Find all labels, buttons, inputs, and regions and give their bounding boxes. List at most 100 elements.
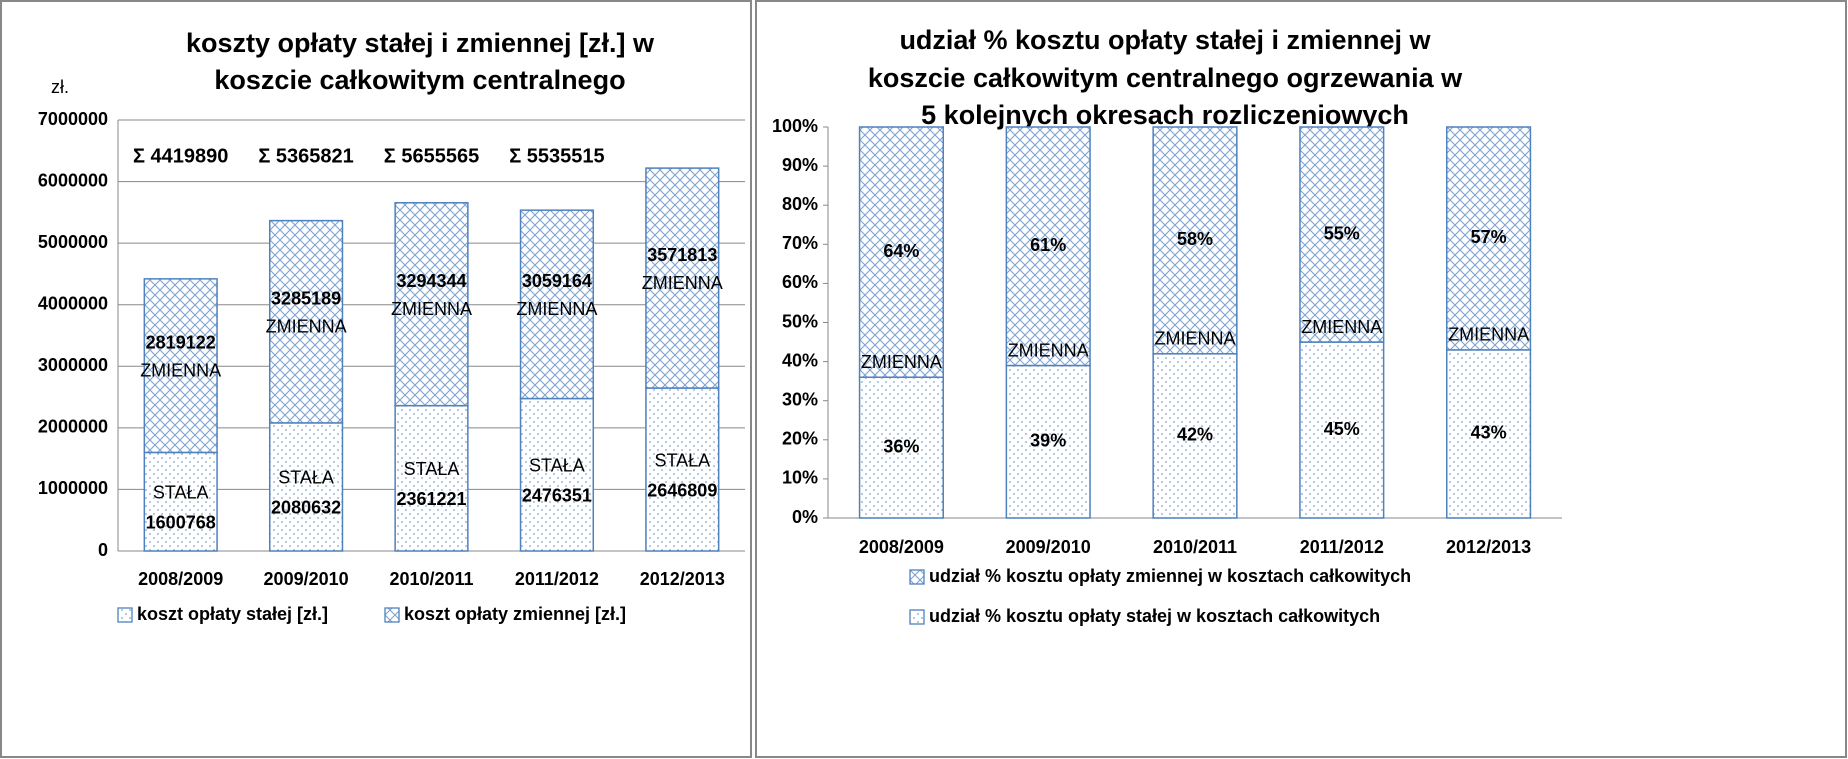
x-tick-label: 2010/2011 [389, 569, 473, 589]
chart-title: koszty opłaty stałej i zmiennej [zł.] w [186, 28, 655, 58]
segment-label: ZMIENNA [1301, 317, 1382, 337]
bar-segment [1005, 364, 1091, 519]
data-label: 57% [1471, 227, 1507, 247]
data-label: 2476351 [522, 486, 592, 506]
data-label: 3285189 [271, 289, 341, 309]
chart-title: koszcie całkowitym centralnego ogrzewani… [868, 63, 1463, 93]
data-label: 3571813 [647, 245, 717, 265]
legend-swatch [117, 607, 133, 623]
bar-segment [143, 451, 218, 552]
y-tick-label: 2000000 [38, 417, 108, 437]
bar-segment [1005, 126, 1091, 367]
bar-segment [645, 387, 720, 552]
segment-label: STAŁA [278, 468, 334, 488]
segment-label: ZMIENNA [1155, 329, 1236, 349]
x-tick-label: 2012/2013 [1446, 537, 1531, 557]
data-label: 61% [1030, 235, 1066, 255]
bar-segment [858, 376, 944, 519]
data-label: 42% [1177, 425, 1213, 445]
data-label: 64% [883, 241, 919, 261]
y-tick-label: 30% [782, 389, 818, 409]
y-tick-label: 100% [772, 116, 818, 136]
chart-title: 5 kolejnych okresach rozliczeniowych [921, 100, 1409, 130]
x-tick-label: 2009/2010 [264, 569, 349, 589]
x-tick-label: 2010/2011 [1153, 537, 1237, 557]
sum-annotation: Σ 5535515 [509, 145, 604, 167]
segment-label: ZMIENNA [391, 299, 472, 319]
data-label: 58% [1177, 229, 1213, 249]
legend-label: koszt opłaty stałej [zł.] [137, 604, 328, 624]
legend-swatch [909, 569, 925, 585]
y-tick-label: 10% [782, 468, 818, 488]
y-tick-label: 20% [782, 429, 818, 449]
bar-segment [1299, 126, 1385, 343]
bar-segment [858, 126, 944, 378]
y-tick-label: 90% [782, 155, 818, 175]
y-tick-label: 40% [782, 350, 818, 370]
panel-border [755, 0, 1847, 758]
segment-label: ZMIENNA [266, 317, 347, 337]
panel-border [0, 0, 752, 758]
y-tick-label: 6000000 [38, 170, 108, 190]
data-label: 1600768 [146, 512, 216, 532]
bar-segment [268, 219, 344, 424]
legend-swatch [384, 607, 400, 623]
bar-segment [394, 404, 469, 552]
x-tick-label: 2009/2010 [1006, 537, 1091, 557]
bar-segment [394, 202, 469, 407]
bar-segment [143, 278, 218, 454]
segment-label: ZMIENNA [1008, 340, 1089, 360]
segment-label: STAŁA [529, 456, 585, 476]
data-label: 2080632 [271, 498, 341, 518]
bar-segment [519, 397, 595, 552]
x-tick-label: 2008/2009 [138, 569, 223, 589]
legend-label: koszt opłaty zmiennej [zł.] [404, 604, 626, 624]
bar-segment [645, 167, 720, 389]
y-tick-label: 3000000 [38, 355, 108, 375]
bar-segment [268, 422, 344, 552]
legend-swatch [909, 609, 925, 625]
bar-segment [1446, 349, 1532, 519]
bar-segment [1152, 353, 1238, 519]
legend-label: udział % kosztu opłaty zmiennej w koszta… [929, 566, 1411, 586]
data-label: 45% [1324, 419, 1360, 439]
data-label: 3059164 [522, 271, 592, 291]
y-tick-label: 0% [792, 507, 818, 527]
sum-annotation: Σ 4419890 [133, 145, 228, 167]
segment-label: ZMIENNA [516, 299, 597, 319]
chart-title: koszcie całkowitym centralnego [214, 65, 625, 95]
sum-annotation: Σ 5365821 [258, 145, 353, 167]
segment-label: STAŁA [153, 482, 209, 502]
data-label: 43% [1471, 423, 1507, 443]
bar-segment [519, 209, 595, 400]
data-label: 39% [1030, 431, 1066, 451]
y-axis-label: zł. [51, 77, 69, 97]
segment-label: STAŁA [654, 450, 710, 470]
data-label: 3294344 [396, 271, 466, 291]
segment-label: ZMIENNA [1448, 325, 1529, 345]
bar-segment [1299, 341, 1385, 519]
y-tick-label: 0 [98, 540, 108, 560]
segment-label: ZMIENNA [861, 352, 942, 372]
bar-segment [1446, 126, 1532, 351]
bar-segment [1152, 126, 1238, 355]
y-tick-label: 1000000 [38, 478, 108, 498]
x-tick-label: 2011/2012 [1300, 537, 1384, 557]
legend-label: udział % kosztu opłaty stałej w kosztach… [929, 606, 1380, 626]
data-label: 2819122 [146, 332, 216, 352]
data-label: 55% [1324, 223, 1360, 243]
y-tick-label: 50% [782, 311, 818, 331]
segment-label: ZMIENNA [140, 360, 221, 380]
y-tick-label: 60% [782, 272, 818, 292]
segment-label: ZMIENNA [642, 273, 723, 293]
data-label: 36% [883, 436, 919, 456]
y-tick-label: 7000000 [38, 109, 108, 129]
segment-label: STAŁA [404, 459, 460, 479]
sum-annotation: Σ 5655565 [384, 145, 479, 167]
y-tick-label: 80% [782, 194, 818, 214]
x-tick-label: 2008/2009 [859, 537, 944, 557]
x-tick-label: 2012/2013 [640, 569, 725, 589]
chart-title: udział % kosztu opłaty stałej i zmiennej… [899, 25, 1431, 55]
y-tick-label: 5000000 [38, 232, 108, 252]
